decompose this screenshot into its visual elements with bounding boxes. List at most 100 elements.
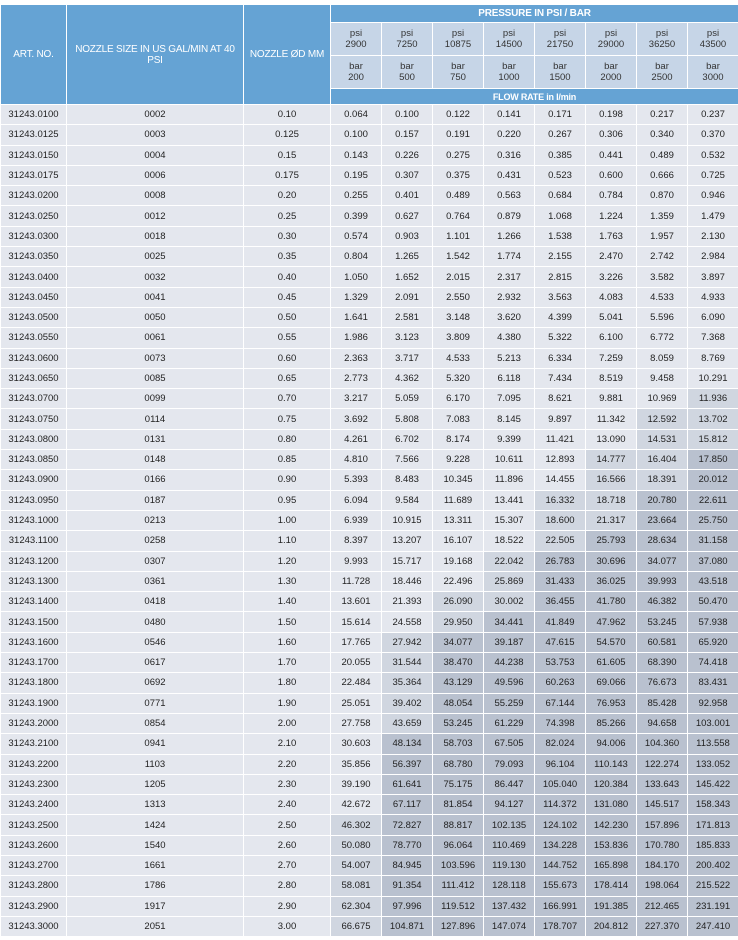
flow-rate-cell: 6.772	[637, 328, 688, 348]
nozzle-diameter-cell: 0.45	[244, 287, 331, 307]
art-no-cell: 31243.0125	[1, 125, 67, 145]
flow-rate-cell: 31.433	[535, 571, 586, 591]
flow-rate-cell: 11.728	[331, 571, 382, 591]
nozzle-diameter-cell: 2.60	[244, 835, 331, 855]
flow-rate-cell: 79.093	[484, 754, 535, 774]
flow-rate-cell: 42.672	[331, 795, 382, 815]
flow-rate-cell: 9.584	[382, 490, 433, 510]
nozzle-diameter-cell: 1.20	[244, 551, 331, 571]
nozzle-size-cell: 0148	[67, 450, 244, 470]
nozzle-diameter-cell: 0.70	[244, 389, 331, 409]
flow-rate-cell: 47.962	[586, 612, 637, 632]
flow-rate-cell: 57.938	[688, 612, 738, 632]
flow-rate-cell: 178.414	[586, 876, 637, 896]
flow-rate-cell: 94.658	[637, 713, 688, 733]
flow-rate-cell: 0.100	[382, 105, 433, 125]
flow-rate-cell: 68.390	[637, 653, 688, 673]
flow-rate-cell: 8.145	[484, 409, 535, 429]
psi-value: 10875	[433, 39, 483, 50]
art-no-cell: 31243.0250	[1, 206, 67, 226]
flow-rate-cell: 82.024	[535, 734, 586, 754]
flow-rate-cell: 8.519	[586, 368, 637, 388]
flow-rate-cell: 119.130	[484, 855, 535, 875]
nozzle-diameter-cell: 0.20	[244, 186, 331, 206]
flow-rate-cell: 133.643	[637, 774, 688, 794]
bar-value: 2500	[637, 72, 687, 83]
flow-rate-cell: 1.538	[535, 226, 586, 246]
flow-rate-cell: 36.025	[586, 571, 637, 591]
flow-rate-cell: 2.773	[331, 368, 382, 388]
art-no-cell: 31243.3000	[1, 916, 67, 936]
header-nozzle-diameter: NOZZLE ØD MM	[244, 5, 331, 105]
nozzle-diameter-cell: 0.50	[244, 307, 331, 327]
flow-rate-cell: 0.489	[637, 145, 688, 165]
flow-rate-cell: 5.808	[382, 409, 433, 429]
flow-rate-cell: 1.542	[433, 247, 484, 267]
flow-rate-cell: 35.856	[331, 754, 382, 774]
art-no-cell: 31243.0950	[1, 490, 67, 510]
flow-rate-cell: 1.265	[382, 247, 433, 267]
nozzle-diameter-cell: 1.10	[244, 531, 331, 551]
flow-rate-cell: 2.130	[688, 226, 738, 246]
flow-rate-cell: 67.505	[484, 734, 535, 754]
flow-rate-cell: 5.393	[331, 470, 382, 490]
flow-rate-cell: 50.470	[688, 592, 738, 612]
flow-rate-cell: 4.533	[637, 287, 688, 307]
nozzle-size-cell: 1540	[67, 835, 244, 855]
flow-rate-cell: 4.362	[382, 368, 433, 388]
flow-rate-cell: 0.220	[484, 125, 535, 145]
psi-unit: psi	[586, 28, 636, 39]
flow-rate-cell: 65.920	[688, 632, 738, 652]
flow-rate-cell: 94.127	[484, 795, 535, 815]
flow-rate-cell: 0.237	[688, 105, 738, 125]
nozzle-size-cell: 0258	[67, 531, 244, 551]
flow-rate-cell: 0.441	[586, 145, 637, 165]
art-no-cell: 31243.0800	[1, 429, 67, 449]
flow-rate-cell: 1.359	[637, 206, 688, 226]
flow-rate-cell: 14.777	[586, 450, 637, 470]
flow-rate-cell: 49.596	[484, 673, 535, 693]
flow-rate-cell: 6.090	[688, 307, 738, 327]
flow-rate-cell: 39.187	[484, 632, 535, 652]
nozzle-diameter-cell: 3.00	[244, 916, 331, 936]
flow-rate-cell: 54.007	[331, 855, 382, 875]
bar-value: 2000	[586, 72, 636, 83]
art-no-cell: 31243.1900	[1, 693, 67, 713]
flow-rate-cell: 6.939	[331, 510, 382, 530]
psi-unit: psi	[484, 28, 534, 39]
flow-rate-cell: 7.368	[688, 328, 738, 348]
flow-rate-cell: 153.836	[586, 835, 637, 855]
flow-rate-cell: 22.611	[688, 490, 738, 510]
psi-value: 7250	[382, 39, 432, 50]
flow-rate-cell: 30.002	[484, 592, 535, 612]
header-nozzle-size: NOZZLE SIZE IN US GAL/MIN AT 40 PSI	[67, 5, 244, 105]
flow-rate-cell: 0.226	[382, 145, 433, 165]
nozzle-diameter-cell: 1.80	[244, 673, 331, 693]
flow-rate-cell: 5.059	[382, 389, 433, 409]
art-no-cell: 31243.0350	[1, 247, 67, 267]
flow-rate-cell: 2.984	[688, 247, 738, 267]
flow-rate-cell: 20.780	[637, 490, 688, 510]
flow-rate-cell: 12.893	[535, 450, 586, 470]
nozzle-diameter-cell: 0.75	[244, 409, 331, 429]
nozzle-diameter-cell: 1.70	[244, 653, 331, 673]
flow-rate-cell: 0.340	[637, 125, 688, 145]
nozzle-diameter-cell: 0.60	[244, 348, 331, 368]
